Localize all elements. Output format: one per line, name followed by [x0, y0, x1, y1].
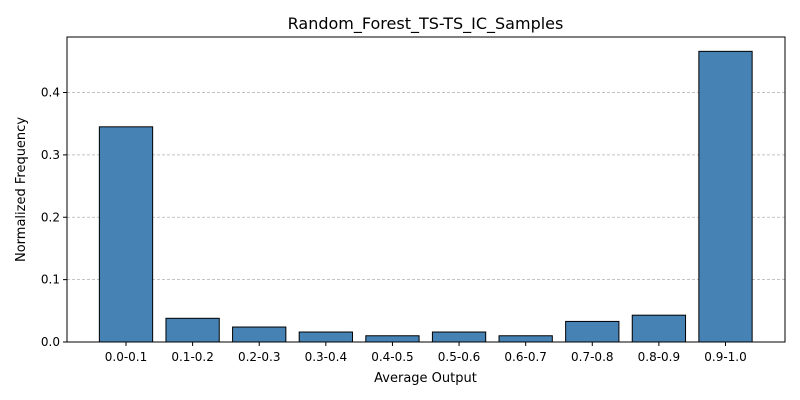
bar-0.2-0.3 [232, 326, 287, 343]
x-axis-label: Average Output [374, 371, 477, 386]
bar-0.4-0.5 [365, 335, 420, 343]
bar-0.3-0.4 [298, 331, 353, 343]
plot-frame [66, 36, 786, 343]
grid-lines [67, 92, 785, 281]
chart-title: Random_Forest_TS-TS_IC_Samples [288, 14, 564, 34]
x-tick-label: 0.8-0.9 [638, 350, 681, 364]
x-tick-label: 0.5-0.6 [438, 350, 481, 364]
bar-0.6-0.7 [498, 335, 553, 343]
x-tick-label: 0.9-1.0 [704, 350, 747, 364]
y-axis-ticks: 0.0 0.1 0.2 0.3 0.4 [41, 86, 67, 349]
bar-0.0-0.1 [98, 126, 154, 343]
bar-0.8-0.9 [631, 314, 687, 343]
y-tick-label: 0.3 [41, 148, 60, 162]
bar-0.1-0.2 [165, 317, 220, 343]
y-tick-label: 0.4 [41, 86, 60, 100]
y-axis-label: Normalized Frequency [14, 117, 29, 262]
x-tick-label: 0.0-0.1 [105, 350, 148, 364]
x-tick-label: 0.3-0.4 [305, 350, 348, 364]
bars [98, 50, 753, 343]
x-tick-label: 0.4-0.5 [371, 350, 414, 364]
x-axis-ticks: 0.0-0.1 0.1-0.2 0.2-0.3 0.3-0.4 0.4-0.5 0.5-0… [105, 342, 747, 364]
x-tick-label: 0.6-0.7 [504, 350, 547, 364]
y-tick-label: 0.1 [41, 273, 60, 287]
bar-0.7-0.8 [565, 320, 620, 343]
x-tick-label: 0.2-0.3 [238, 350, 281, 364]
bar-0.5-0.6 [431, 331, 487, 343]
x-tick-label: 0.1-0.2 [171, 350, 214, 364]
y-tick-label: 0.0 [41, 335, 60, 349]
bar-0.9-1.0 [698, 50, 753, 343]
x-tick-label: 0.7-0.8 [571, 350, 614, 364]
y-tick-label: 0.2 [41, 210, 60, 224]
